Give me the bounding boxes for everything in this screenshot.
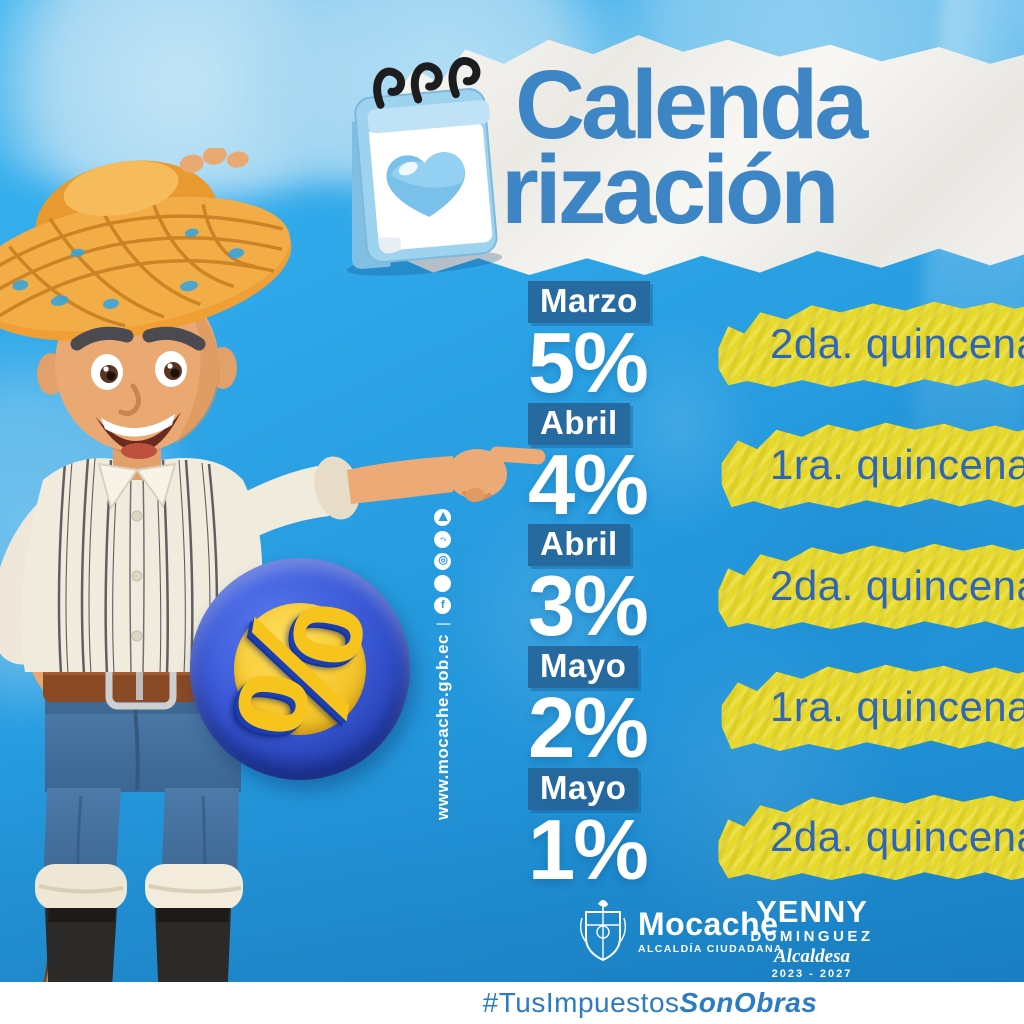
discount-percent: 2% bbox=[528, 681, 649, 776]
page-title: Calenda rización bbox=[501, 50, 868, 239]
period-text: 2da. quincena bbox=[770, 813, 1024, 860]
discount-percent: 4% bbox=[528, 438, 649, 533]
municipality-subtitle: ALCALDÍA CIUDADANA bbox=[638, 942, 783, 955]
hashtag: #TusImpuestosSonObras bbox=[483, 987, 818, 1019]
period-strip: 2da. quincena bbox=[718, 543, 1024, 630]
page-title-line1: Calenda bbox=[515, 50, 868, 159]
discount-percent: 5% bbox=[528, 316, 649, 411]
period-strip: 2da. quincena bbox=[718, 301, 1024, 388]
period-text: 2da. quincena bbox=[770, 320, 1024, 367]
hashtag-bold-part: SonObras bbox=[679, 987, 818, 1018]
month-label: Abril bbox=[528, 403, 630, 445]
calendar-heart-icon bbox=[308, 36, 523, 276]
percent-badge: % bbox=[190, 558, 410, 780]
period-strip: 2da. quincena bbox=[718, 794, 1024, 881]
discount-percent: 3% bbox=[528, 559, 649, 654]
month-label: Marzo bbox=[528, 281, 650, 323]
mayor-first-name: YENNY bbox=[756, 894, 868, 929]
percent-symbol: % bbox=[201, 584, 399, 754]
title-torn-paper bbox=[395, 35, 1024, 275]
mocache-crest-icon bbox=[579, 900, 627, 962]
discount-percent: 1% bbox=[528, 803, 649, 898]
period-strip: 1ra. quincena bbox=[721, 422, 1024, 509]
month-label: Mayo bbox=[528, 768, 639, 810]
month-label: Mayo bbox=[528, 646, 639, 688]
period-strip: 1ra. quincena bbox=[721, 664, 1024, 751]
percent-badge-inner-disc bbox=[234, 603, 366, 735]
schedule-row: Mayo 1% bbox=[528, 768, 728, 898]
mayor-last-name: DOMINGUEZ bbox=[750, 928, 874, 945]
schedule-row: Mayo 2% bbox=[528, 646, 728, 776]
farmer-mascot-illustration bbox=[0, 148, 560, 1008]
schedule-row: Abril 4% bbox=[528, 403, 728, 533]
period-text: 1ra. quincena bbox=[770, 441, 1024, 488]
mayor-term: 2023 - 2027 bbox=[771, 968, 853, 980]
hashtag-regular-part: #TusImpuestos bbox=[482, 987, 680, 1018]
mayor-title-script: Alcaldesa bbox=[774, 946, 850, 967]
municipality-names: Mocache ALCALDÍA CIUDADANA bbox=[638, 908, 783, 955]
page-title-line2: rización bbox=[501, 135, 840, 245]
mayor-logo: YENNY DOMINGUEZ Alcaldesa 2023 - 2027 bbox=[742, 896, 882, 980]
period-text: 2da. quincena bbox=[770, 562, 1024, 609]
hashtag-bar: #TusImpuestosSonObras bbox=[0, 982, 1024, 1024]
schedule-row: Marzo 5% bbox=[528, 281, 728, 411]
period-text: 1ra. quincena bbox=[770, 683, 1024, 730]
schedule-row: Abril 3% bbox=[528, 524, 728, 654]
month-label: Abril bbox=[528, 524, 630, 566]
municipality-name: Mocache bbox=[638, 905, 779, 942]
municipality-logo: Mocache ALCALDÍA CIUDADANA bbox=[578, 898, 783, 964]
